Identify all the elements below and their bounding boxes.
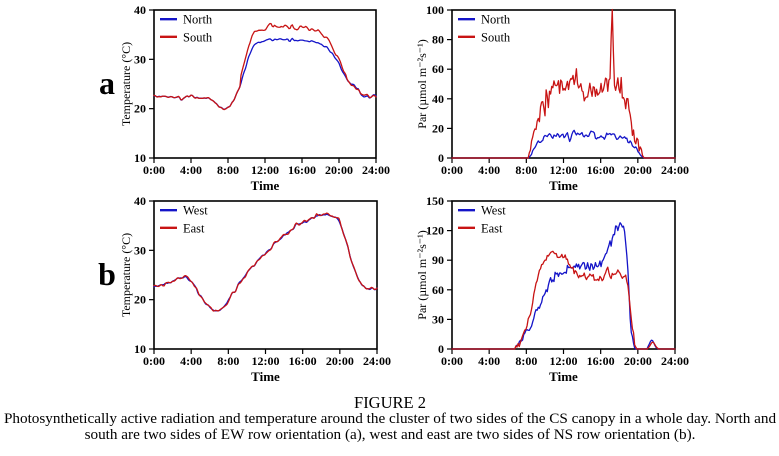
- svg-text:0:00: 0:00: [441, 163, 463, 177]
- svg-text:East: East: [183, 221, 205, 235]
- svg-text:12:00: 12:00: [550, 354, 578, 368]
- svg-text:12:00: 12:00: [550, 163, 578, 177]
- svg-text:16:00: 16:00: [288, 163, 316, 177]
- svg-text:4:00: 4:00: [180, 163, 202, 177]
- svg-text:South: South: [481, 30, 511, 44]
- svg-text:90: 90: [432, 253, 444, 267]
- svg-text:Time: Time: [251, 369, 280, 384]
- svg-text:12:00: 12:00: [252, 354, 280, 368]
- svg-text:20:00: 20:00: [624, 163, 652, 177]
- svg-text:Temperature (°C): Temperature (°C): [119, 42, 133, 126]
- svg-text:b: b: [98, 256, 116, 292]
- svg-text:North: North: [481, 13, 511, 27]
- svg-text:0:00: 0:00: [143, 354, 165, 368]
- svg-text:4:00: 4:00: [478, 163, 500, 177]
- svg-text:60: 60: [432, 283, 444, 297]
- svg-text:8:00: 8:00: [515, 163, 537, 177]
- svg-text:40: 40: [432, 92, 444, 106]
- svg-text:24:00: 24:00: [362, 163, 390, 177]
- svg-text:Temperature (°C): Temperature (°C): [119, 233, 133, 317]
- svg-text:0:00: 0:00: [143, 163, 165, 177]
- svg-text:20:00: 20:00: [326, 354, 354, 368]
- svg-text:40: 40: [134, 3, 146, 17]
- svg-text:West: West: [183, 204, 208, 218]
- svg-text:East: East: [481, 221, 503, 235]
- svg-text:Time: Time: [549, 369, 578, 384]
- svg-text:20: 20: [134, 102, 146, 116]
- svg-text:Time: Time: [549, 178, 578, 193]
- svg-text:a: a: [99, 65, 115, 101]
- svg-text:West: West: [481, 204, 506, 218]
- svg-text:North: North: [183, 13, 213, 27]
- svg-text:8:00: 8:00: [515, 354, 537, 368]
- svg-text:South: South: [183, 30, 213, 44]
- svg-text:20:00: 20:00: [325, 163, 353, 177]
- svg-text:Photosynthetically active radi: Photosynthetically active radiation and …: [4, 410, 777, 427]
- svg-text:20: 20: [432, 121, 444, 135]
- svg-text:100: 100: [426, 3, 444, 17]
- svg-text:16:00: 16:00: [587, 354, 615, 368]
- svg-text:16:00: 16:00: [587, 163, 615, 177]
- svg-text:20: 20: [134, 293, 146, 307]
- svg-text:Time: Time: [251, 178, 280, 193]
- svg-text:24:00: 24:00: [363, 354, 391, 368]
- svg-text:Par (µmol m⁻²s⁻¹): Par (µmol m⁻²s⁻¹): [415, 230, 429, 319]
- svg-text:south are two sides of EW row: south are two sides of EW row orientatio…: [85, 426, 696, 443]
- svg-text:4:00: 4:00: [478, 354, 500, 368]
- svg-text:20:00: 20:00: [624, 354, 652, 368]
- svg-text:30: 30: [134, 243, 146, 257]
- svg-text:80: 80: [432, 33, 444, 47]
- svg-text:24:00: 24:00: [661, 354, 689, 368]
- svg-text:0:00: 0:00: [441, 354, 463, 368]
- svg-text:16:00: 16:00: [289, 354, 317, 368]
- svg-text:60: 60: [432, 62, 444, 76]
- svg-text:12:00: 12:00: [251, 163, 279, 177]
- svg-text:8:00: 8:00: [217, 354, 239, 368]
- svg-text:40: 40: [134, 194, 146, 208]
- svg-text:150: 150: [426, 194, 444, 208]
- svg-text:30: 30: [134, 52, 146, 66]
- svg-text:4:00: 4:00: [180, 354, 202, 368]
- svg-text:24:00: 24:00: [661, 163, 689, 177]
- svg-text:30: 30: [432, 312, 444, 326]
- svg-text:8:00: 8:00: [217, 163, 239, 177]
- svg-text:Par (µmol m⁻²s⁻¹): Par (µmol m⁻²s⁻¹): [415, 39, 429, 128]
